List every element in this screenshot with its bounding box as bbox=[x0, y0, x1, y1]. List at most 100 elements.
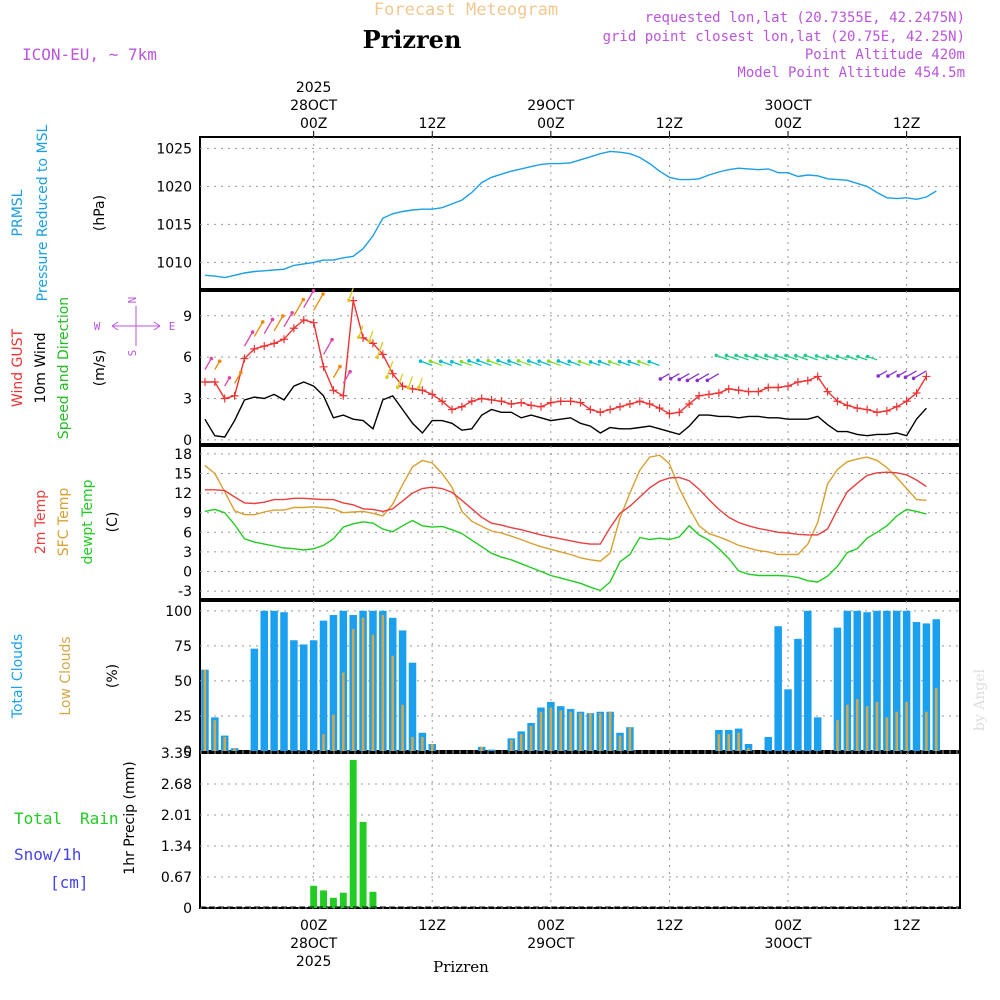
cloud-low-bar bbox=[332, 714, 335, 751]
gust-marker bbox=[200, 377, 209, 386]
gust-marker bbox=[319, 362, 328, 371]
precip-bar bbox=[320, 890, 327, 908]
wind-direction-arrowhead bbox=[385, 375, 389, 380]
wind-direction-arrowhead bbox=[356, 335, 361, 340]
wind-direction-arrow bbox=[696, 373, 710, 382]
ytick-precip-3: 1.34 bbox=[161, 839, 192, 855]
precip-bar bbox=[369, 891, 377, 908]
cloud-low-bar bbox=[905, 701, 908, 751]
wind-direction-arrowhead bbox=[764, 353, 768, 358]
wind-direction-arrow bbox=[430, 360, 443, 367]
wind-direction-arrow bbox=[745, 354, 759, 361]
temp-2m-line bbox=[204, 471, 927, 545]
wind-direction-arrowhead bbox=[260, 320, 265, 324]
wind-direction-arrowhead bbox=[496, 358, 500, 363]
wind-direction-arrowhead bbox=[321, 292, 325, 296]
wind-direction-arrowhead bbox=[250, 330, 255, 334]
cloud-total-bar bbox=[843, 610, 852, 751]
top-date-0: 28OCT bbox=[290, 98, 338, 114]
wind-direction-arrow bbox=[440, 360, 453, 367]
ytick-temp-3: 9 bbox=[183, 506, 192, 522]
gust-marker bbox=[813, 372, 822, 381]
top-hour-5: 12Z bbox=[893, 116, 920, 132]
cloud-low-bar bbox=[510, 739, 513, 751]
wind-direction-arrow bbox=[619, 361, 631, 367]
cloud-low-bar bbox=[925, 711, 928, 751]
wind-direction-arrow bbox=[538, 360, 552, 367]
label-2m-temp: 2m Temp bbox=[33, 490, 49, 554]
gust-marker bbox=[892, 402, 901, 411]
gust-marker bbox=[803, 376, 812, 385]
cloud-total-bar bbox=[863, 612, 871, 751]
wind-direction-arrowhead bbox=[395, 385, 400, 390]
ytick-precip-2: 2.01 bbox=[161, 808, 192, 824]
wind-direction-arrow bbox=[313, 293, 324, 311]
label-dewpt-temp: dewpt Temp bbox=[80, 479, 96, 564]
wind-direction-arrow bbox=[358, 325, 364, 338]
gust-marker bbox=[368, 339, 377, 348]
cloud-low-bar bbox=[549, 707, 553, 751]
wind-direction-arrow bbox=[407, 376, 414, 388]
label-sfc-temp: SFC Temp bbox=[56, 488, 72, 557]
wind-direction-arrow bbox=[707, 373, 720, 381]
gust-marker bbox=[576, 398, 585, 407]
cloud-low-bar bbox=[628, 727, 632, 751]
gust-marker bbox=[853, 404, 862, 413]
wind-direction-arrow bbox=[461, 361, 473, 367]
gust-marker bbox=[714, 389, 723, 397]
wind-direction-arrowhead bbox=[677, 377, 682, 382]
gust-marker bbox=[220, 394, 229, 403]
watermark: by Angel bbox=[972, 668, 988, 731]
wind-direction-arrow bbox=[342, 371, 351, 384]
gust-marker bbox=[388, 369, 397, 378]
cloud-low-bar bbox=[342, 672, 345, 751]
gust-marker bbox=[625, 400, 634, 409]
cloud-total-bar bbox=[260, 610, 268, 751]
wind-direction-arrowhead bbox=[856, 354, 860, 359]
wind-direction-arrowhead bbox=[597, 359, 602, 364]
cloud-total-bar bbox=[774, 626, 782, 751]
cloud-low-bar bbox=[846, 704, 849, 751]
footer-location: Prizren bbox=[433, 958, 489, 976]
cloud-total-bar bbox=[873, 610, 881, 751]
gust-marker bbox=[734, 386, 743, 395]
gust-marker bbox=[744, 387, 753, 396]
cloud-low-bar bbox=[381, 615, 385, 751]
wind-direction-arrowhead bbox=[794, 353, 798, 358]
label-low-clouds: Low Clouds bbox=[58, 636, 74, 715]
cloud-total-bar bbox=[398, 630, 407, 751]
precip-bar bbox=[359, 821, 367, 908]
gust-marker bbox=[695, 391, 704, 400]
wind-direction-arrowhead bbox=[637, 359, 641, 364]
cloud-total-bar bbox=[744, 743, 753, 751]
wind-direction-arrow bbox=[508, 360, 522, 367]
wind-direction-arrowhead bbox=[348, 369, 352, 374]
wind-direction-arrowhead bbox=[705, 378, 710, 383]
wind-direction-arrow bbox=[204, 358, 212, 370]
bottom-hour-5: 12Z bbox=[893, 918, 920, 934]
cloud-total-bar bbox=[853, 610, 861, 751]
cloud-low-bar bbox=[480, 746, 483, 751]
wind-direction-arrow bbox=[263, 319, 274, 335]
compass-arrows bbox=[111, 306, 161, 346]
cloud-low-bar bbox=[727, 734, 731, 751]
wind-direction-arrowhead bbox=[724, 353, 729, 358]
top-hour-3: 12Z bbox=[656, 116, 683, 132]
wind-direction-arrowhead bbox=[588, 360, 593, 364]
label-wind-gust: Wind GUST bbox=[10, 328, 26, 407]
cloud-low-bar bbox=[361, 617, 365, 751]
label-speed-direction: Speed and Direction bbox=[56, 297, 72, 439]
wind-direction-arrowhead bbox=[896, 374, 900, 378]
cloud-low-bar bbox=[598, 713, 602, 751]
ytick-pressure-2: 1015 bbox=[156, 217, 192, 233]
cloud-total-bar bbox=[804, 610, 812, 751]
wind-direction-arrow bbox=[488, 360, 502, 367]
cloud-low-bar bbox=[351, 629, 355, 751]
wind-direction-arrow bbox=[332, 366, 341, 379]
gust-marker bbox=[556, 397, 565, 406]
cloud-low-bar bbox=[608, 711, 612, 751]
gust-marker bbox=[448, 405, 457, 414]
cloud-low-bar bbox=[934, 687, 938, 751]
gust-marker bbox=[270, 339, 279, 348]
wind-direction-arrow bbox=[795, 354, 809, 361]
